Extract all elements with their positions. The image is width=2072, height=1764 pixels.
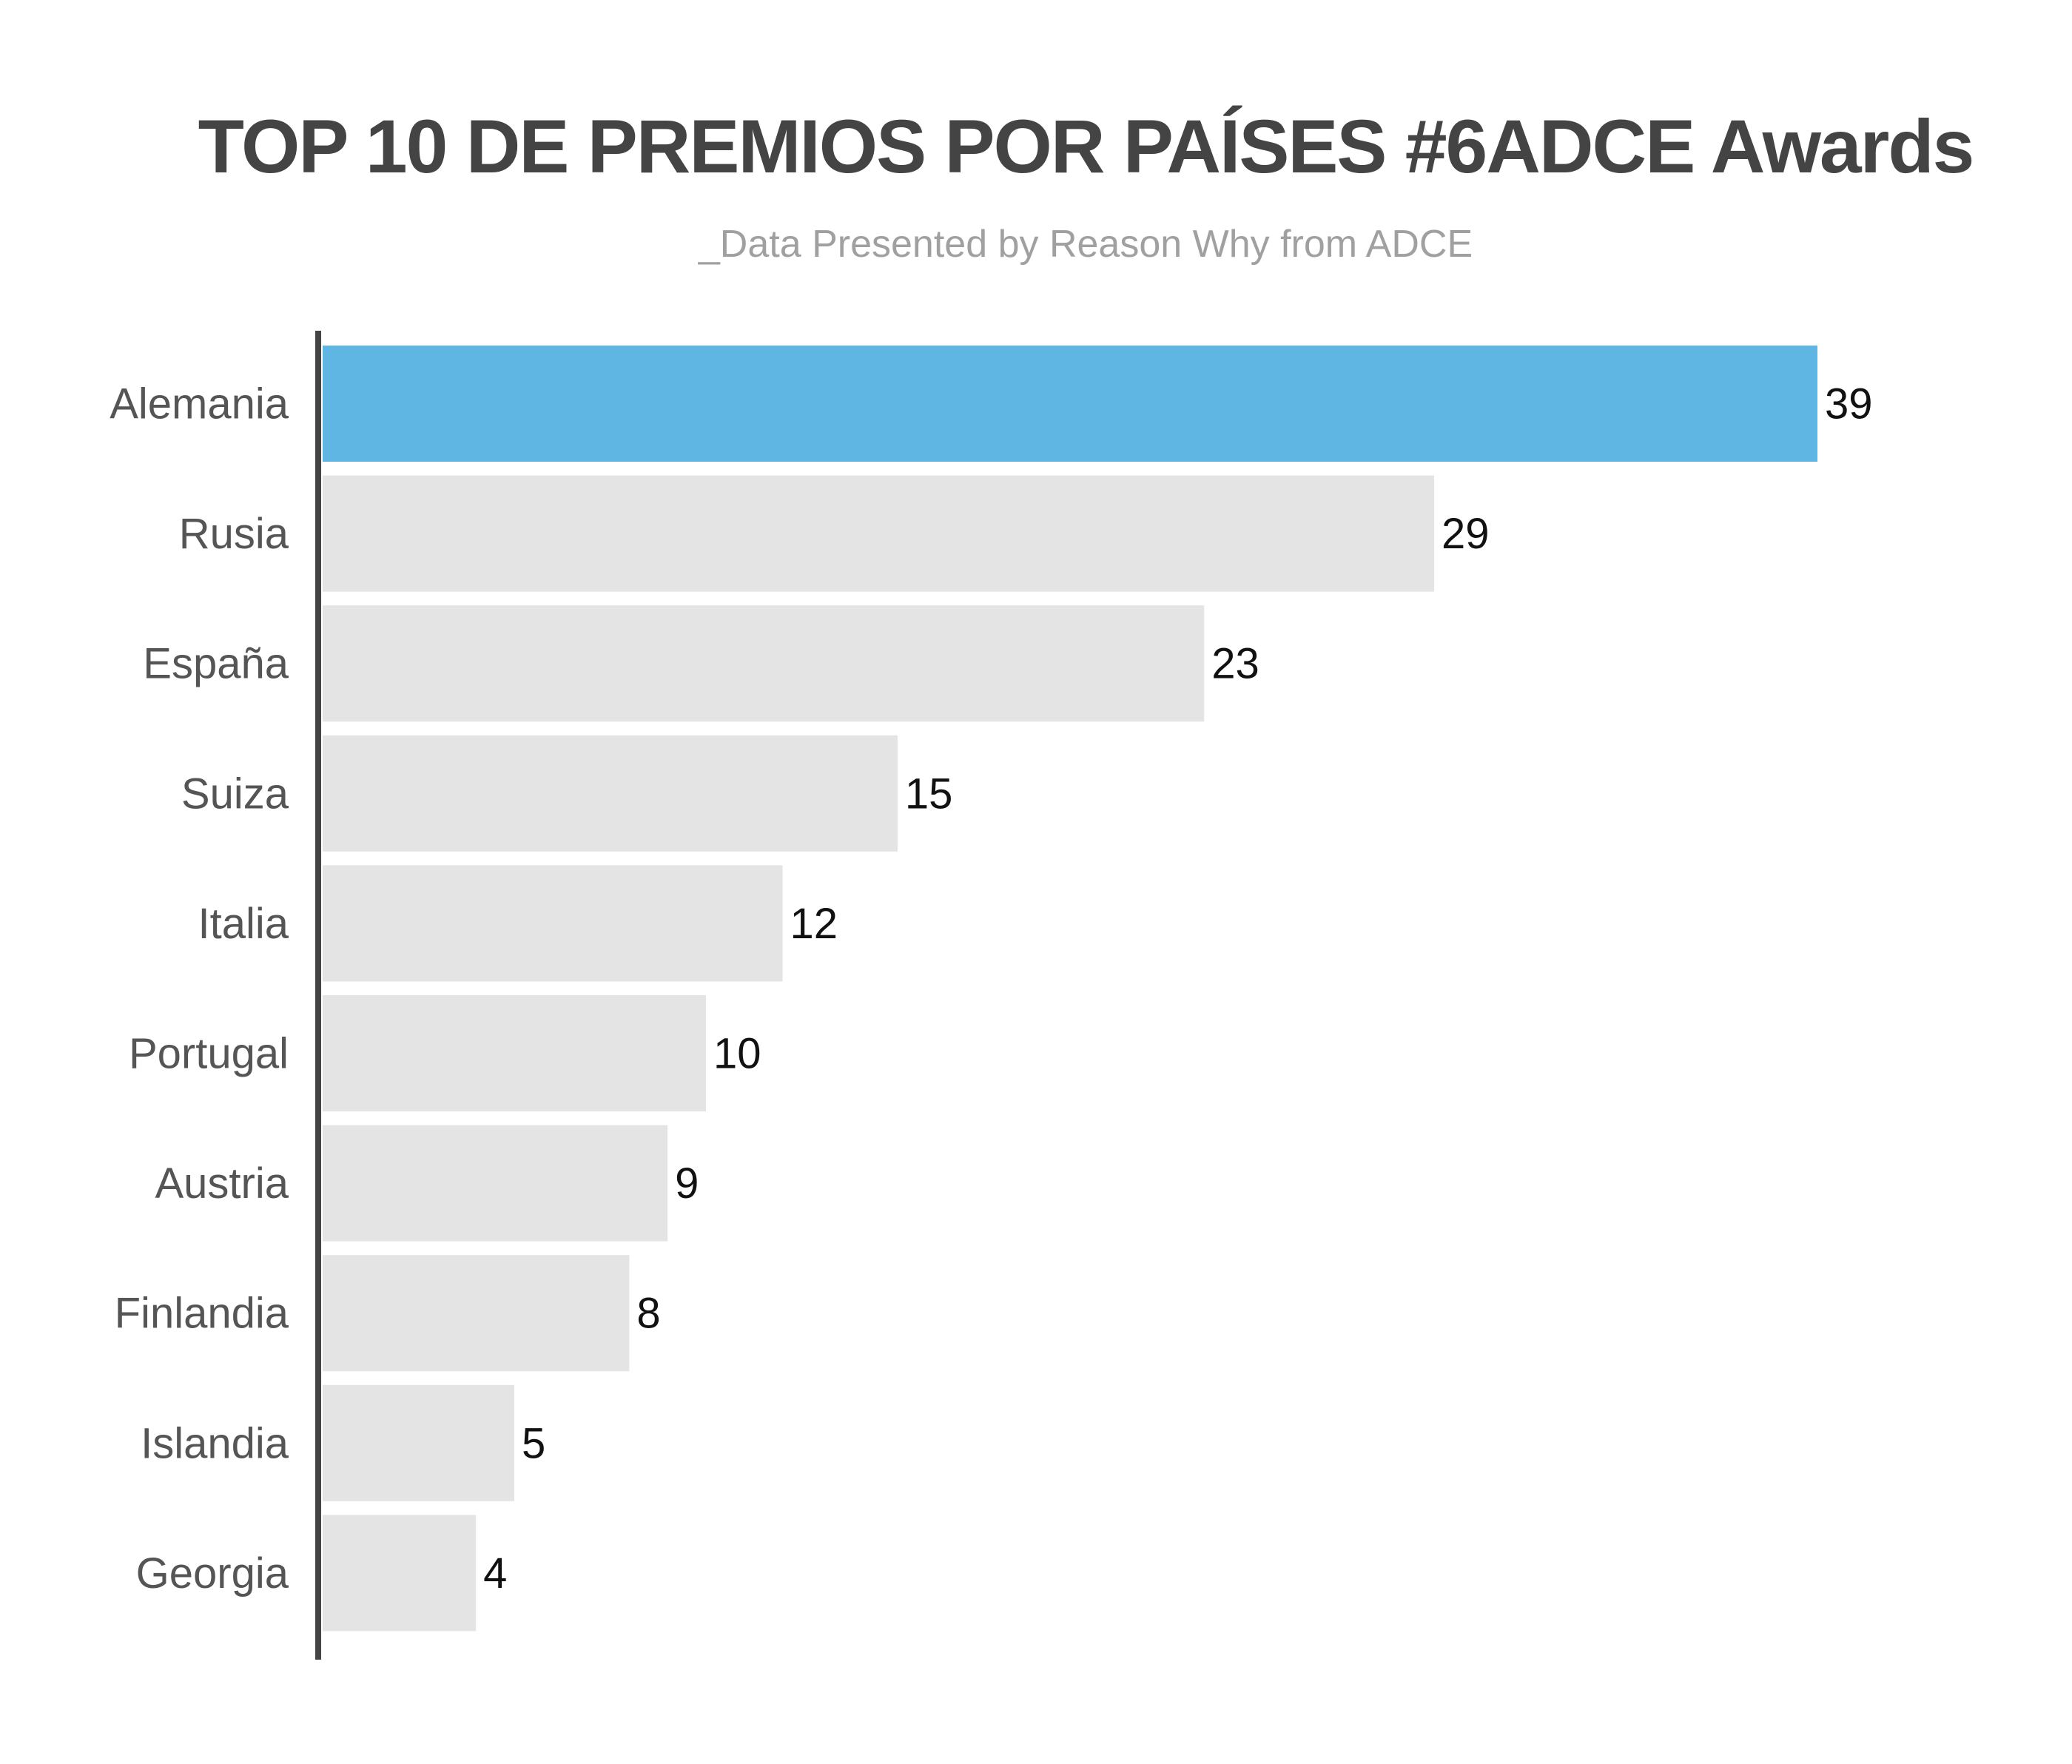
value-label-portugal: 10: [713, 1030, 761, 1078]
value-label-suiza: 15: [905, 770, 953, 818]
category-label-georgia: Georgia: [136, 1549, 289, 1598]
bar-alemania: [323, 346, 1817, 462]
chart-subtitle: _Data Presented by Reason Why from ADCE: [698, 223, 1473, 266]
category-label-finlandia: Finlandia: [115, 1290, 289, 1338]
value-label-rusia: 29: [1442, 510, 1490, 558]
bar-espana: [323, 605, 1205, 722]
value-label-finlandia: 8: [636, 1290, 660, 1338]
labels-layer: Alemania 39 Rusia 29 España 23 Suiza 15 Italia 12…: [110, 380, 1872, 1598]
category-label-portugal: Portugal: [129, 1030, 289, 1078]
chart-title: TOP 10 DE PREMIOS POR PAÍSES #6ADCE Awar…: [198, 104, 1975, 189]
value-label-espana: 23: [1211, 640, 1259, 688]
value-label-georgia: 4: [483, 1549, 507, 1598]
category-label-suiza: Suiza: [181, 770, 289, 818]
bar-georgia: [323, 1515, 477, 1632]
bar-finlandia: [323, 1255, 630, 1372]
value-label-italia: 12: [790, 900, 838, 948]
bar-portugal: [323, 995, 706, 1111]
bars-layer: [323, 346, 1817, 1632]
bar-italia: [323, 865, 783, 982]
category-label-islandia: Islandia: [141, 1419, 289, 1467]
category-label-italia: Italia: [198, 900, 289, 948]
value-label-alemania: 39: [1825, 380, 1873, 428]
category-label-austria: Austria: [155, 1159, 289, 1208]
bar-islandia: [323, 1384, 514, 1501]
bar-rusia: [323, 475, 1435, 592]
bar-austria: [323, 1125, 668, 1242]
value-label-islandia: 5: [522, 1419, 545, 1467]
category-label-espana: España: [143, 640, 289, 688]
category-label-rusia: Rusia: [179, 510, 289, 558]
bar-suiza: [323, 735, 898, 852]
value-label-austria: 9: [675, 1159, 699, 1208]
category-label-alemania: Alemania: [110, 380, 289, 428]
